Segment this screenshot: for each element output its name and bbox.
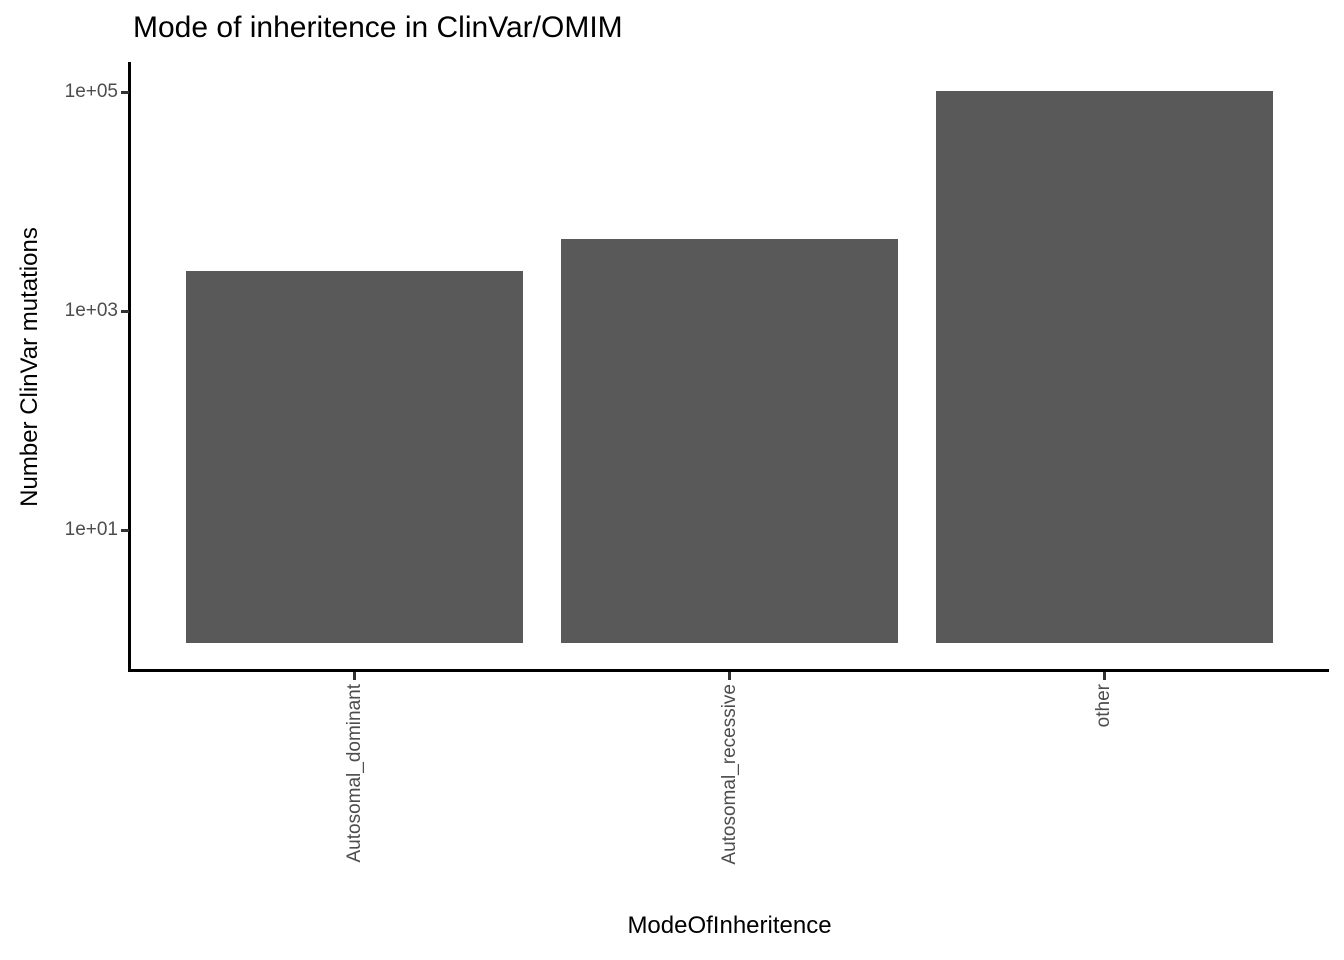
- y-axis-line: [128, 62, 131, 672]
- x-axis-title: ModeOfInheritence: [627, 912, 832, 939]
- x-tick-mark: [1102, 672, 1106, 680]
- y-tick-label: 1e+05: [64, 81, 118, 102]
- y-tick-mark: [121, 528, 129, 532]
- x-tick-label: Autosomal_recessive: [718, 684, 740, 865]
- y-tick-label: 1e+03: [64, 300, 118, 321]
- x-tick-mark: [728, 672, 731, 680]
- x-tick-mark: [353, 672, 357, 680]
- chart-title: Mode of inheritence in ClinVar/OMIM: [133, 11, 623, 44]
- bar: [186, 271, 524, 643]
- y-axis-title: Number ClinVar mutations: [16, 227, 43, 507]
- y-tick-mark: [121, 309, 129, 313]
- x-axis-line: [128, 669, 1329, 672]
- bar: [935, 91, 1273, 643]
- x-tick-label: Autosomal_dominant: [343, 684, 365, 863]
- x-tick-label: other: [1093, 684, 1115, 728]
- y-tick-label: 1e+01: [64, 519, 118, 540]
- y-tick-mark: [121, 90, 129, 94]
- bar: [560, 239, 899, 643]
